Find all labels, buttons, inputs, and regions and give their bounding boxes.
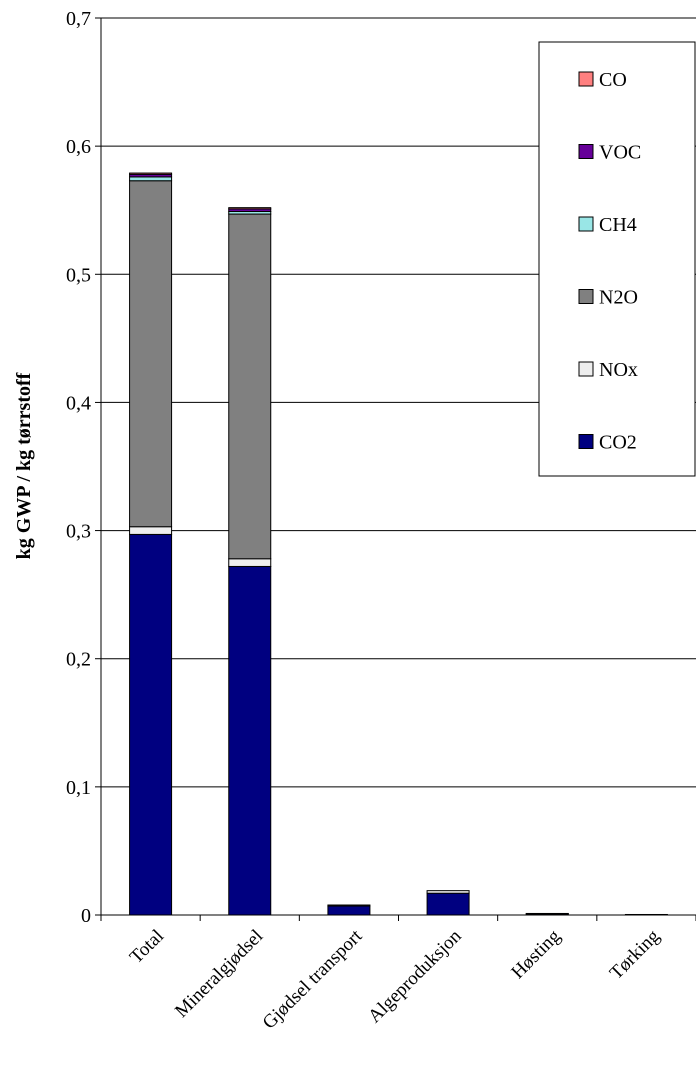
legend-swatch-voc: [578, 144, 594, 159]
legend-swatch-co: [578, 71, 594, 87]
bar-segment-n2o: [228, 213, 272, 560]
bar-segment-nox: [228, 558, 272, 567]
x-tick-label: Tørking: [606, 925, 664, 983]
legend-label-co: CO: [599, 69, 627, 91]
legend-label-ch4: CH4: [599, 214, 637, 236]
y-axis-title: kg GWP / kg tørrstoff: [13, 372, 35, 559]
x-tick-label: Total: [126, 926, 168, 968]
x-tick-label: Mineralgjødsel: [171, 926, 267, 1022]
bar-segment-nox: [525, 912, 569, 915]
legend-label-nox: NOx: [599, 359, 638, 381]
y-tick-label: 0,2: [66, 649, 91, 671]
bar-segment-co: [228, 207, 272, 210]
x-tick-label: Gjødsel transport: [259, 925, 367, 1033]
bar-segment-co2: [228, 565, 272, 916]
bar-segment-n2o: [129, 180, 173, 528]
bar-segment-nox: [129, 526, 173, 535]
bar-segment-nox: [426, 890, 470, 894]
legend-box: [538, 41, 696, 477]
legend-swatch-ch4: [578, 216, 594, 232]
legend-label-n2o: N2O: [599, 287, 638, 309]
bar-segment-nox: [327, 904, 371, 907]
y-tick-label: 0: [81, 905, 91, 927]
legend-swatch-co2: [578, 434, 594, 449]
y-tick-label: 0,3: [66, 521, 91, 543]
x-tick-label: Algeproduksjon: [364, 925, 466, 1027]
bar-segment-co: [129, 172, 173, 175]
bars: [129, 172, 668, 916]
legend-label-co2: CO2: [599, 432, 637, 454]
legend-label-voc: VOC: [599, 142, 641, 164]
y-tick-label: 0,4: [66, 392, 91, 414]
bar-segment-co2: [327, 905, 371, 916]
y-ticks: 0 0,1 0,2 0,3 0,4 0,5 0,6 0,7: [66, 8, 101, 927]
y-tick-label: 0,1: [66, 777, 91, 799]
x-tick-label: Høsting: [507, 925, 565, 983]
gridlines: [101, 17, 696, 788]
y-tick-label: 0,5: [66, 264, 91, 286]
legend: CO VOC CH4 N2O NOx CO2: [538, 41, 696, 477]
bar-segment-ch4: [129, 176, 173, 182]
y-tick-label: 0,7: [66, 8, 91, 30]
bar-segment-co2: [129, 533, 173, 916]
y-tick-label: 0,6: [66, 136, 91, 158]
legend-swatch-nox: [578, 361, 594, 377]
bar-segment-co2: [426, 892, 470, 916]
legend-swatch-n2o: [578, 289, 594, 304]
